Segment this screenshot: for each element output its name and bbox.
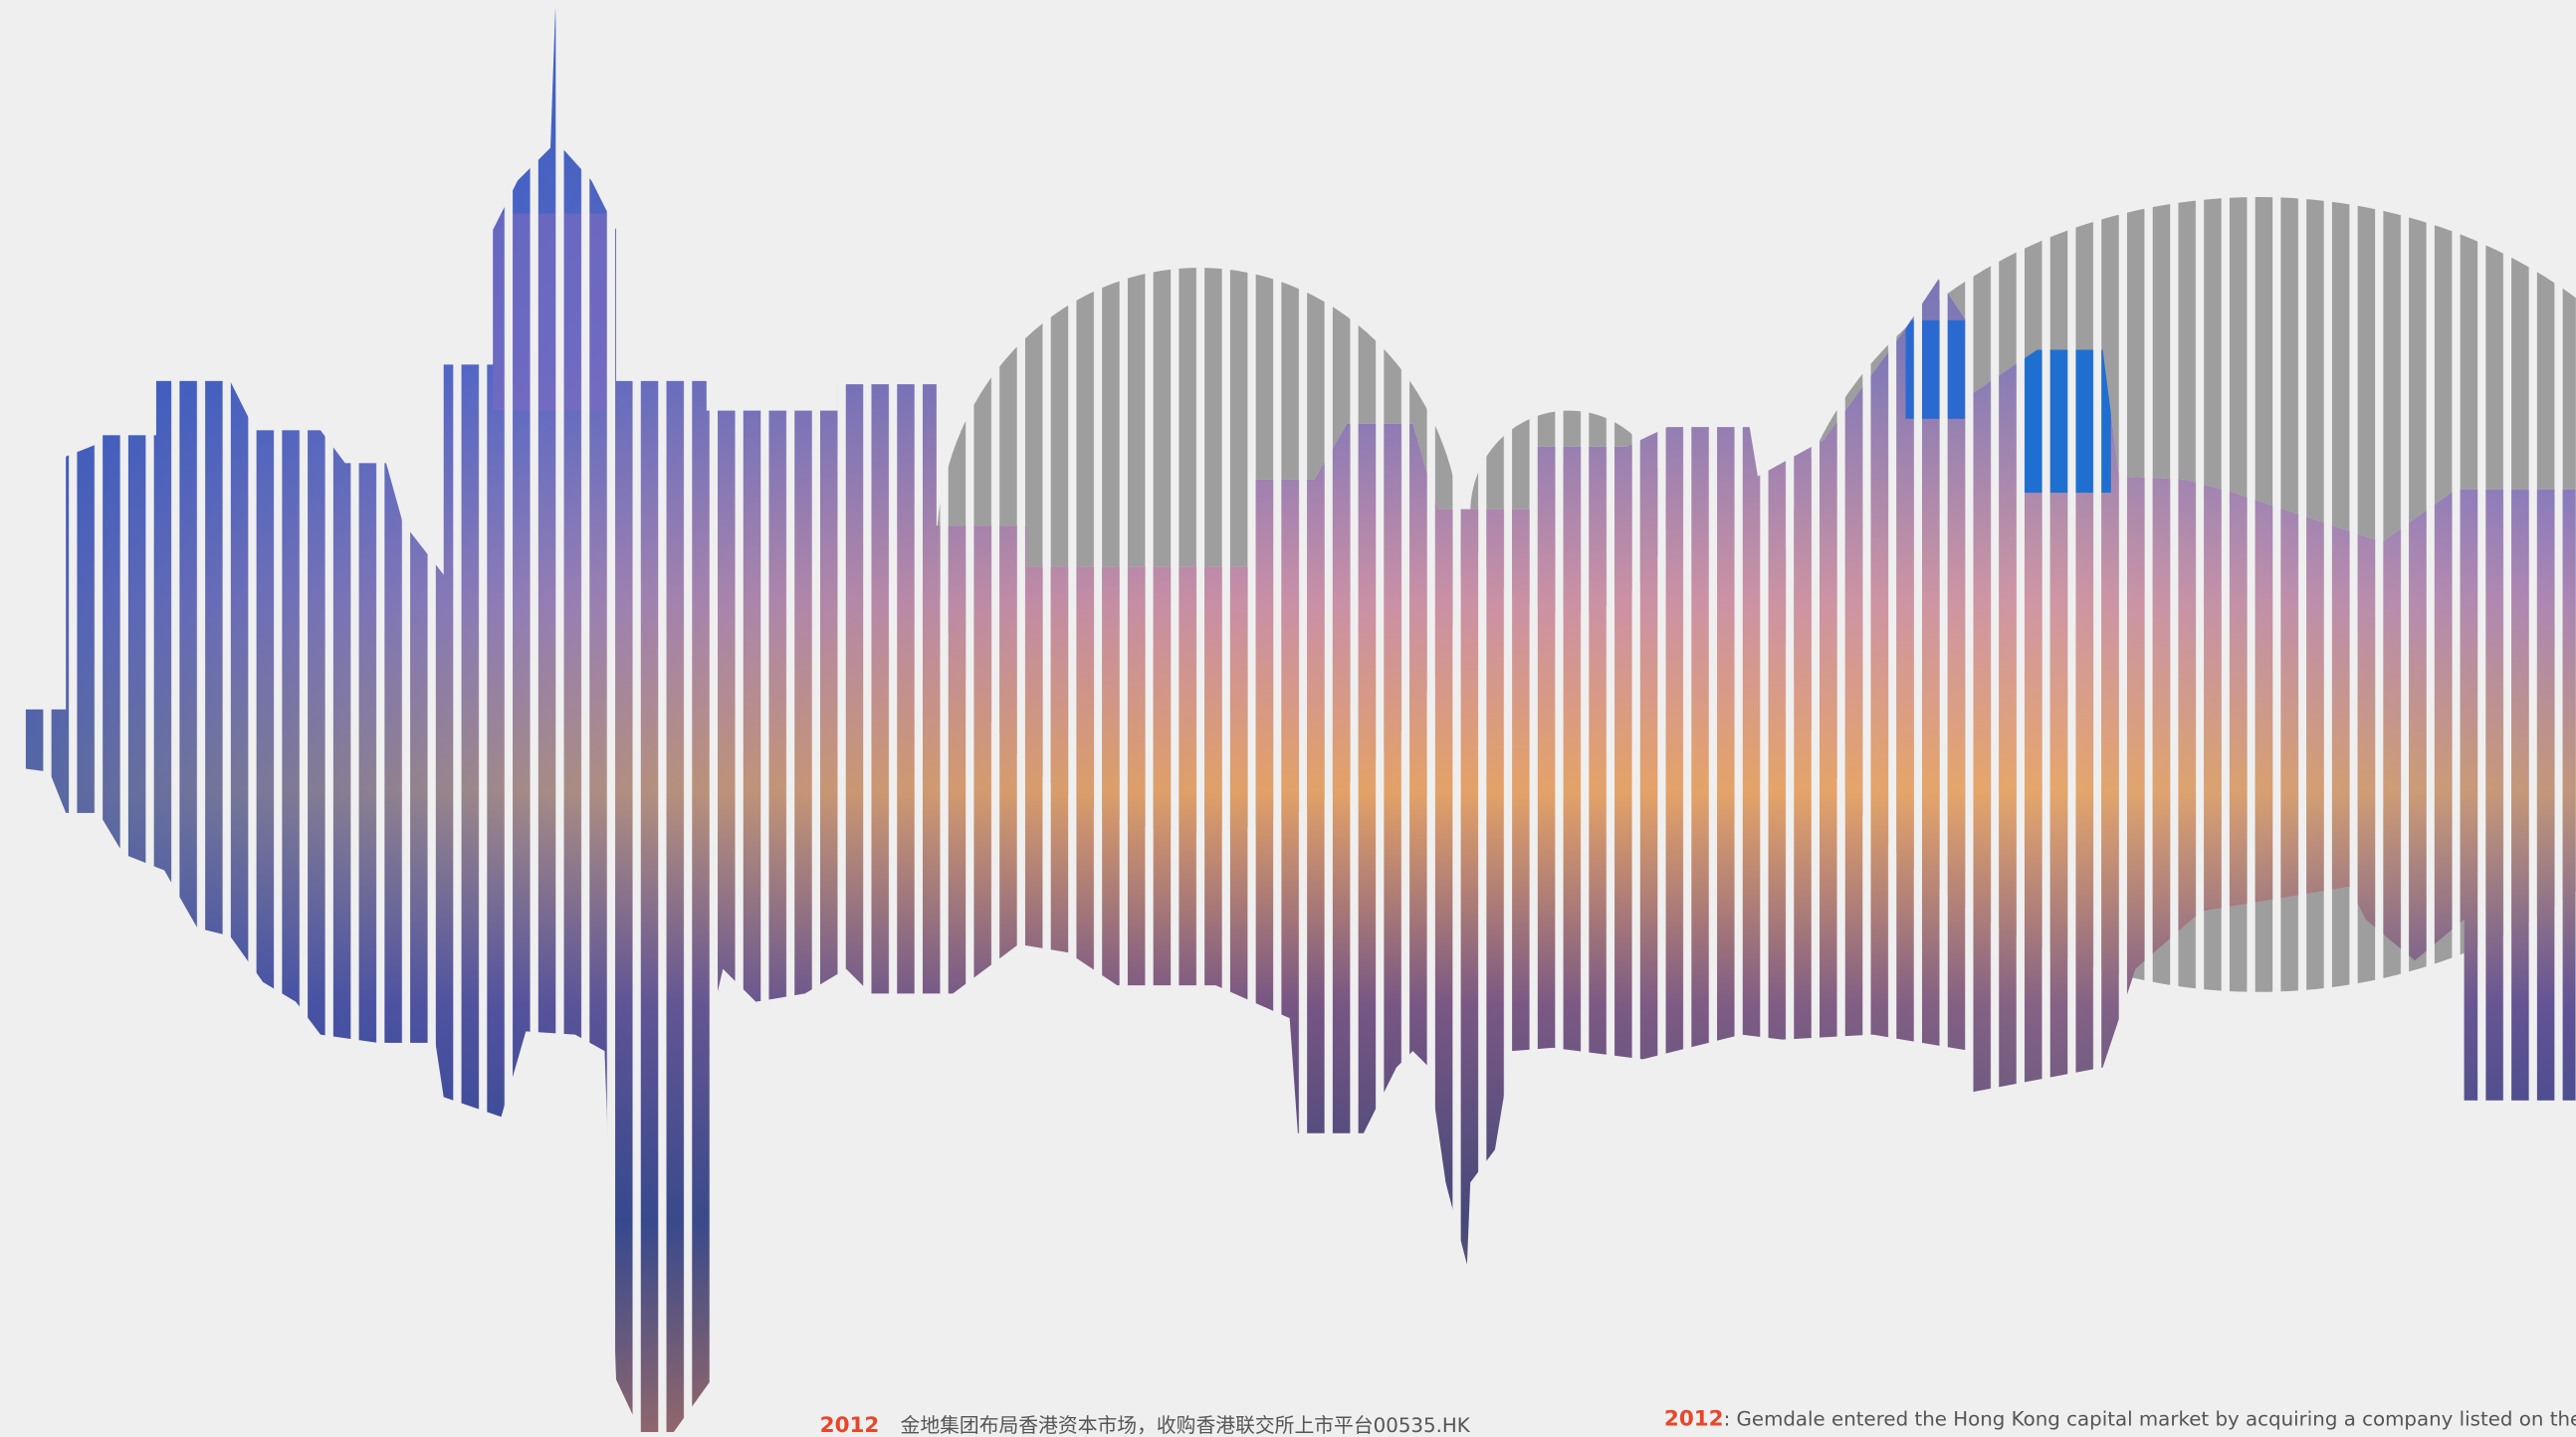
page: Skyline {"caption_zh": {"year": "2012", … [0,0,2576,1437]
year-zh: 2012 [820,1413,880,1437]
page-body: 2012 金地集团布局香港资本市场，收购香港联交所上市平台00535.HK 20… [0,0,2576,1437]
skyline-graphic: 2012 金地集团布局香港资本市场，收购香港联交所上市平台00535.HK 20… [0,0,2576,1437]
caption-en: : Gemdale entered the Hong Kong capital … [1724,1407,2576,1430]
caption-en-line: 2012: Gemdale entered the Hong Kong capi… [1664,1406,2576,1431]
caption-zh: 金地集团布局香港资本市场，收购香港联交所上市平台00535.HK [901,1414,1471,1437]
year-en: 2012 [1664,1406,1724,1431]
